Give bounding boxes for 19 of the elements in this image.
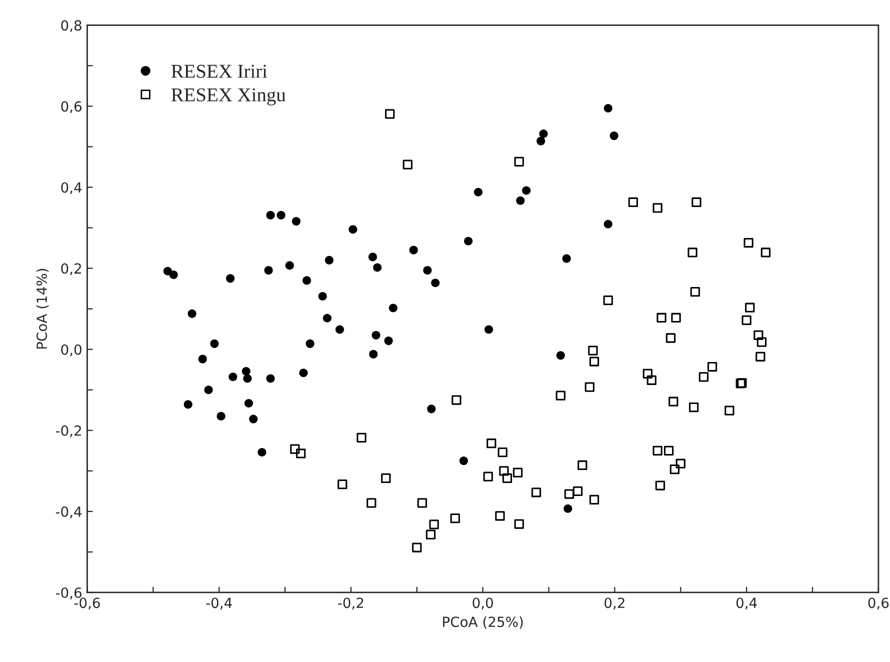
x-tick-label: -0,6	[74, 598, 100, 610]
legend-label: RESEX Xingu	[171, 88, 286, 106]
y-tick-label: 0,0	[61, 344, 82, 356]
x-tick-label: -0,4	[206, 598, 232, 610]
x-tick-label: 0,4	[736, 598, 757, 610]
y-tick-label: 0,8	[61, 20, 82, 32]
y-tick-label: -0,6	[56, 587, 82, 600]
x-axis-title: PCoA (25%)	[443, 616, 523, 629]
legend-label: RESEX Iriri	[171, 64, 268, 78]
x-tick-label: 0,2	[604, 598, 624, 610]
y-tick-label: -0,2	[56, 425, 81, 438]
y-tick-label: 0,6	[61, 101, 82, 114]
x-tick-label: 0,6	[868, 598, 889, 610]
y-tick-label: 0,4	[61, 182, 82, 194]
y-tick-label: -0,4	[56, 506, 82, 518]
y-axis-title: PCoA (14%)	[36, 268, 49, 349]
x-tick-label: 0,0	[472, 598, 493, 610]
y-tick-label: 0,2	[61, 263, 81, 276]
x-tick-label: -0,2	[338, 598, 364, 610]
